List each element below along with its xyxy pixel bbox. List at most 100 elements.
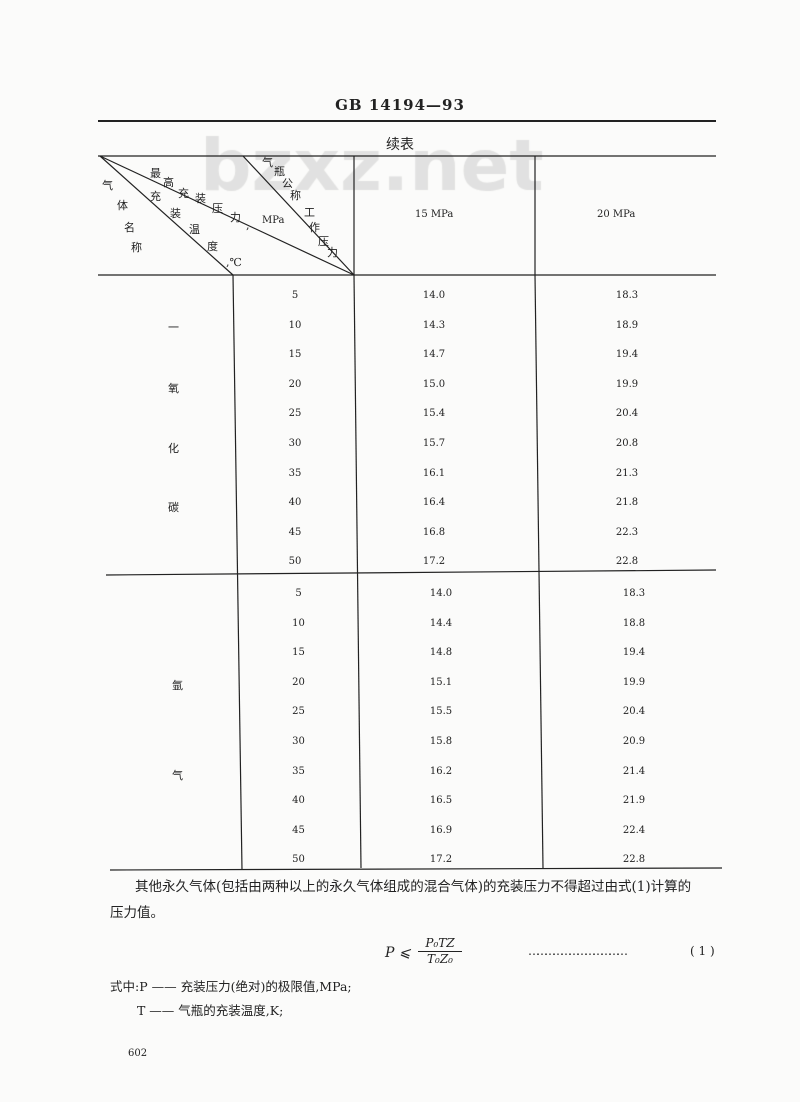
paragraph-continuation: 压力值。: [110, 905, 164, 921]
cell-temperature: 15: [292, 647, 305, 659]
cell-temperature: 35: [288, 467, 302, 479]
cell-15mpa: 17.2: [422, 556, 446, 568]
cell-temperature: 45: [288, 526, 302, 538]
cell-15mpa: 14.3: [422, 319, 446, 331]
cell-15mpa: 15.4: [422, 408, 446, 420]
cell-15mpa: 16.8: [422, 526, 446, 538]
column-header-20mpa: 20 MPa: [597, 209, 636, 220]
cell-15mpa: 14.0: [429, 588, 453, 599]
diagonal-header-char: 度: [207, 240, 218, 253]
cell-15mpa: 15.7: [422, 438, 446, 449]
diagonal-line: [242, 155, 355, 276]
gas-name-char: 碳: [168, 501, 179, 514]
cell-20mpa: 19.4: [622, 647, 646, 659]
cell-20mpa: 18.9: [615, 319, 639, 331]
cell-20mpa: 20.4: [622, 706, 646, 718]
diagonal-line: [99, 155, 234, 276]
cell-15mpa: 16.5: [429, 795, 453, 807]
cell-15mpa: 16.2: [429, 765, 453, 777]
cell-15mpa: 15.1: [429, 676, 453, 688]
diagonal-header-char: 瓶: [274, 165, 285, 178]
cell-20mpa: 18.3: [622, 588, 646, 599]
gas-name-char: 气: [172, 769, 183, 782]
diagonal-header-char: 体: [117, 199, 128, 212]
cell-15mpa: 15.5: [429, 706, 453, 718]
cell-15mpa: 16.4: [422, 497, 446, 509]
formula-numerator: P₀TZ: [418, 936, 462, 952]
cell-temperature: 15: [288, 349, 302, 361]
cell-15mpa: 16.9: [429, 824, 453, 836]
diagonal-header-char: 称: [290, 189, 301, 202]
diagonal-header-char: 充: [150, 190, 161, 203]
cell-temperature: 45: [292, 824, 305, 836]
cell-temperature: 5: [291, 290, 299, 301]
cell-20mpa: 19.4: [615, 349, 639, 361]
diagonal-header-char: MPa: [262, 215, 285, 226]
cell-temperature: 30: [292, 736, 305, 747]
cell-15mpa: 14.8: [429, 647, 453, 659]
page-number: 602: [128, 1048, 148, 1059]
diagonal-header-char: 压: [318, 235, 329, 248]
where-p: 式中:P —— 充装压力(绝对)的极限值,MPa;: [110, 979, 352, 994]
where-t: T —— 气瓶的充装温度,K;: [137, 1003, 284, 1018]
diagonal-header-char: 充: [178, 187, 189, 200]
diagonal-header-char: 公: [282, 177, 293, 190]
cell-20mpa: 22.8: [622, 854, 646, 866]
cell-20mpa: 21.4: [622, 765, 646, 777]
cell-temperature: 5: [295, 588, 302, 599]
group-divider: [105, 569, 717, 576]
diagonal-header-char: 高: [163, 176, 174, 189]
diagonal-header-char: 最: [150, 167, 161, 180]
column-divider: [534, 274, 544, 869]
cell-20mpa: 19.9: [615, 378, 639, 390]
diagonal-header-char: 工: [304, 206, 315, 219]
cell-20mpa: 22.4: [622, 824, 646, 836]
formula-number: ( 1 ): [690, 944, 715, 958]
cell-temperature: 50: [288, 556, 302, 568]
cell-temperature: 30: [288, 438, 302, 449]
cell-temperature: 50: [292, 854, 305, 866]
cell-temperature: 25: [288, 408, 302, 420]
cell-15mpa: 14.4: [429, 617, 453, 629]
diagonal-header-char: 气: [262, 156, 273, 169]
diagonal-header-char: ,: [246, 219, 250, 232]
cell-15mpa: 15.0: [422, 378, 446, 390]
standard-code: GB 14194—93: [335, 96, 465, 114]
cell-temperature: 20: [292, 676, 305, 688]
diagonal-header-char: 温: [189, 223, 200, 236]
diagonal-header-char: 装: [195, 192, 206, 205]
cell-temperature: 40: [288, 497, 302, 509]
gas-name-char: 氧: [168, 382, 179, 395]
diagonal-header-char: 气: [102, 179, 113, 192]
cell-20mpa: 18.8: [622, 617, 646, 629]
cell-temperature: 20: [288, 378, 302, 390]
table-caption: 续表: [386, 137, 414, 153]
cell-20mpa: 20.4: [615, 408, 639, 420]
cell-temperature: 10: [292, 617, 305, 629]
diagonal-header-char: ,℃: [226, 256, 242, 269]
cell-20mpa: 21.9: [622, 795, 646, 807]
cell-temperature: 35: [292, 765, 305, 777]
cell-15mpa: 17.2: [429, 854, 453, 866]
diagonal-header-char: 装: [170, 207, 181, 220]
column-header-15mpa: 15 MPa: [415, 209, 454, 220]
gas-name-char: 氩: [172, 679, 183, 692]
formula-fraction: P₀TZ T₀Z₀: [418, 936, 462, 967]
paragraph: 其他永久气体(包括由两种以上的永久气体组成的混合气体)的充装压力不得超过由式(1…: [135, 879, 692, 895]
diagonal-header-char: 力: [230, 211, 241, 224]
cell-15mpa: 16.1: [422, 467, 446, 479]
header-rule: [98, 120, 716, 122]
table-bottom-rule: [109, 867, 723, 871]
cell-20mpa: 20.9: [622, 736, 646, 747]
cell-temperature: 25: [292, 706, 305, 718]
formula-leader: ………………………………: [528, 944, 628, 958]
formula-denominator: T₀Z₀: [427, 952, 453, 966]
diagonal-header-char: 力: [327, 246, 338, 259]
diagonal-header-char: 称: [131, 241, 142, 254]
diagonal-header-char: 压: [212, 202, 223, 215]
cell-temperature: 40: [292, 795, 305, 807]
formula-lhs: P ⩽: [385, 945, 411, 961]
cell-20mpa: 22.8: [615, 556, 639, 568]
